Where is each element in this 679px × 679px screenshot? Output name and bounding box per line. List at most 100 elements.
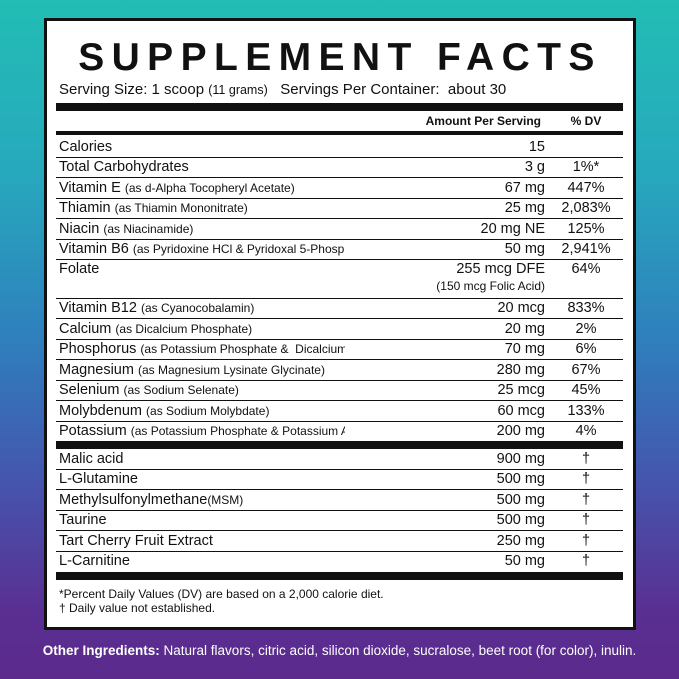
nutrient-source: (as Sodium Selenate)	[123, 383, 239, 398]
daily-value: 833%	[567, 300, 605, 317]
dv-cell: †	[545, 471, 623, 487]
dv-cell: 2%	[545, 321, 623, 337]
amount: 50 mg	[504, 241, 545, 258]
dv-cell: 2,941%	[545, 241, 623, 257]
nutrient-name-cell: Malic acid	[56, 451, 345, 467]
servings-per-container: Servings Per Container: about 30	[280, 81, 507, 98]
nutrient-name: Phosphorus	[59, 341, 137, 358]
daily-value: 6%	[575, 341, 597, 358]
nutrient-name-cell: Magnesium (as Magnesium Lysinate Glycina…	[56, 362, 345, 378]
nutrient-row: Vitamin B6 (as Pyridoxine HCl & Pyridoxa…	[56, 240, 623, 260]
other-ingredients-label: Other Ingredients:	[42, 643, 160, 658]
spacer	[56, 580, 623, 587]
nutrient-name-cell: Selenium (as Sodium Selenate)	[56, 382, 345, 398]
nutrient-row: Calories 15	[56, 137, 623, 158]
nutrient-source: (as Dicalcium Phosphate)	[115, 321, 253, 336]
daily-value: †	[581, 471, 591, 488]
amount: 500 mg	[496, 491, 545, 508]
nutrient-row: Calcium (as Dicalcium Phosphate) 20 mg 2%	[56, 319, 623, 340]
amount: 280 mg	[496, 361, 545, 378]
amount: 3 g	[524, 159, 545, 176]
amount-cell: 67 mg	[345, 180, 545, 196]
nutrient-name-cell: L-Carnitine	[56, 553, 345, 569]
amount-cell: 200 mg	[345, 423, 545, 439]
nutrient-name: L-Carnitine	[59, 553, 130, 570]
nutrient-name: Molybdenum	[59, 402, 143, 419]
nutrient-name: Total Carbohydrates	[59, 159, 189, 176]
nutrient-name-cell: Vitamin B12 (as Cyanocobalamin)	[56, 300, 345, 316]
amount: 20 mg	[504, 320, 545, 337]
dv-cell: †	[545, 451, 623, 467]
daily-value: 67%	[571, 361, 601, 378]
divider-bar	[56, 131, 623, 135]
nutrient-name-cell: Thiamin (as Thiamin Mononitrate)	[56, 200, 345, 216]
amount: 15	[528, 138, 545, 155]
nutrient-name-cell: Calcium (as Dicalcium Phosphate)	[56, 321, 345, 337]
amount-cell: 500 mg	[345, 512, 545, 528]
nutrient-source: (as Potassium Phosphate & Potassium Aspa…	[130, 424, 345, 439]
column-header: Amount Per Serving % DV	[56, 111, 623, 131]
amount-cell: 255 mcg DFE (150 mcg Folic Acid)	[345, 261, 545, 293]
nutrient-name-cell: L-Glutamine	[56, 471, 345, 487]
serving-info: Serving Size: 1 scoop (11 grams) Serving…	[59, 81, 506, 98]
nutrient-row: Magnesium (as Magnesium Lysinate Glycina…	[56, 360, 623, 381]
amount-cell: 25 mcg	[345, 382, 545, 398]
daily-value: †	[581, 532, 591, 549]
daily-value: 2,083%	[561, 200, 611, 217]
nutrient-source: (as Cyanocobalamin)	[140, 301, 255, 316]
dv-cell: 64%	[545, 261, 623, 277]
nutrient-name: Selenium	[59, 382, 120, 399]
nutrient-row: Malic acid 900 mg †	[56, 449, 623, 470]
nutrient-name: Magnesium	[59, 361, 134, 378]
nutrient-source: (MSM)	[207, 492, 244, 507]
amount-cell: 20 mg	[345, 321, 545, 337]
nutrient-row: Vitamin E (as d-Alpha Tocopheryl Acetate…	[56, 178, 623, 199]
daily-value: 125%	[567, 220, 605, 237]
nutrient-name-cell: Potassium (as Potassium Phosphate & Pota…	[56, 423, 345, 439]
dv-cell: 833%	[545, 300, 623, 316]
daily-value: 64%	[571, 261, 601, 277]
amount: 70 mg	[504, 341, 545, 358]
nutrient-source: (as Thiamin Mononitrate)	[114, 201, 248, 216]
nutrient-name: Taurine	[59, 512, 107, 529]
nutrient-row: Phosphorus (as Potassium Phosphate & Dic…	[56, 340, 623, 360]
amount-cell: 50 mg	[345, 553, 545, 569]
daily-value: 2%	[575, 320, 597, 337]
amount: 500 mg	[496, 512, 545, 529]
nutrient-name: Potassium	[59, 423, 127, 440]
other-ingredients-text: Natural flavors, citric acid, silicon di…	[163, 643, 637, 658]
amount-cell: 70 mg	[345, 341, 545, 357]
dv-cell: 447%	[545, 180, 623, 196]
amount-cell: 20 mcg	[345, 300, 545, 316]
nutrient-row: Vitamin B12 (as Cyanocobalamin) 20 mcg 833…	[56, 299, 623, 319]
amount: 50 mg	[504, 553, 545, 570]
daily-value: 447%	[567, 179, 605, 196]
serving-size-note: (11 grams)	[208, 83, 268, 97]
nutrient-name: Folate	[59, 261, 100, 277]
nutrient-row: Taurine 500 mg †	[56, 511, 623, 531]
divider-bar	[56, 103, 623, 111]
nutrient-name-cell: Niacin (as Niacinamide)	[56, 221, 345, 237]
nutrient-name: Vitamin E	[59, 179, 121, 196]
amount-cell: 500 mg	[345, 471, 545, 487]
dv-cell: †	[545, 512, 623, 528]
daily-value: †	[581, 491, 591, 508]
nutrient-name: Vitamin B12	[59, 300, 137, 317]
nutrient-name-cell: Vitamin B6 (as Pyridoxine HCl & Pyridoxa…	[56, 241, 345, 257]
nutrient-name-cell: Calories	[56, 139, 345, 155]
amount-cell: 60 mcg	[345, 403, 545, 419]
daily-value: †	[581, 553, 591, 570]
nutrient-name-cell: Total Carbohydrates	[56, 159, 345, 175]
amount: 500 mg	[496, 471, 545, 488]
nutrient-name-cell: Phosphorus (as Potassium Phosphate & Dic…	[56, 341, 345, 357]
amount-note: (150 mcg Folic Acid)	[436, 279, 545, 293]
nutrient-row: Methylsulfonylmethane(MSM) 500 mg †	[56, 490, 623, 511]
nutrient-name: Thiamin	[59, 200, 111, 217]
facts-content: Amount Per Serving % DV Calories 15 Total Ca…	[56, 103, 623, 615]
footnote: † Daily value not established.	[59, 601, 216, 615]
amount: 20 mcg	[497, 300, 545, 317]
nutrient-name-cell: Folate	[56, 261, 345, 277]
dv-cell: 6%	[545, 341, 623, 357]
nutrient-source: (as Potassium Phosphate & Dicalcium Phos…	[140, 342, 345, 357]
nutrient-row: Total Carbohydrates 3 g 1%*	[56, 158, 623, 178]
